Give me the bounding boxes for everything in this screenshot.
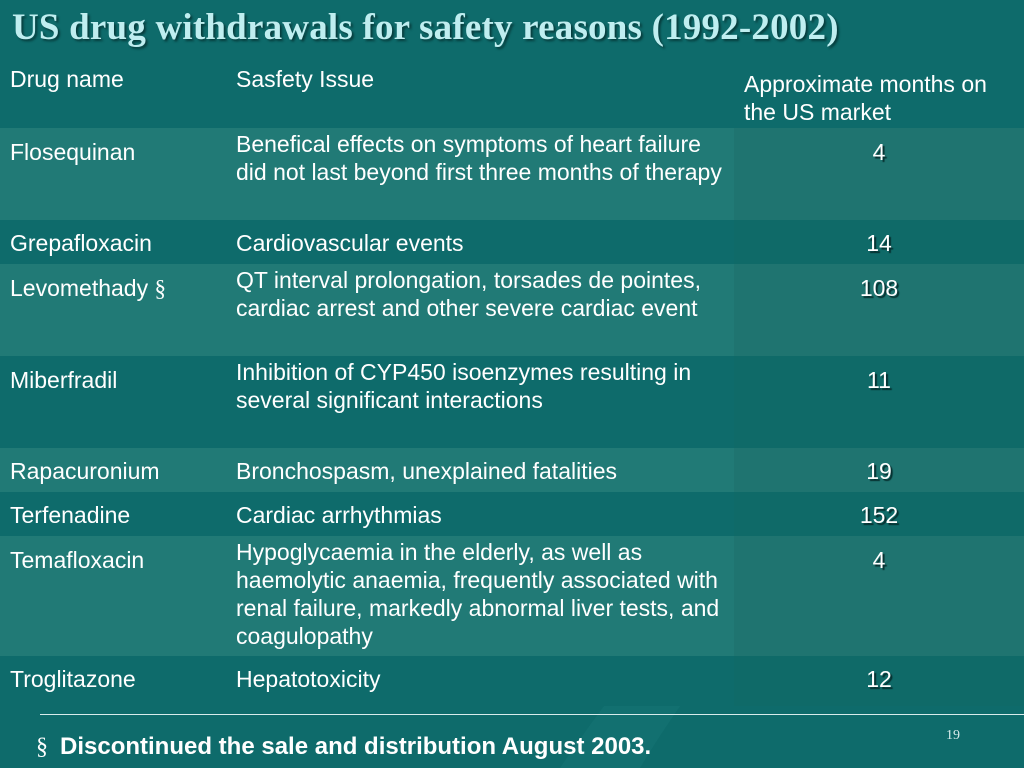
- drug-name: Terfenadine: [10, 502, 131, 528]
- safety-issue-cell: Hepatotoxicity: [226, 656, 734, 706]
- months-cell: 19: [734, 448, 1024, 492]
- drug-name: Flosequinan: [10, 139, 136, 165]
- table-header-row: Drug name Sasfety Issue Approximate mont…: [0, 58, 1024, 128]
- drug-name: Levomethady: [10, 275, 149, 301]
- drug-withdrawals-table: Drug name Sasfety Issue Approximate mont…: [0, 58, 1024, 706]
- table-row: Troglitazone Hepatotoxicity 12: [0, 656, 1024, 706]
- drug-name-cell: Grepafloxacin: [0, 220, 226, 264]
- drug-name-cell: Terfenadine: [0, 492, 226, 536]
- drug-name: Temafloxacin: [10, 547, 145, 573]
- table-row: Flosequinan Benefical effects on symptom…: [0, 128, 1024, 220]
- drug-name-cell: Temafloxacin: [0, 536, 226, 656]
- months-cell: 14: [734, 220, 1024, 264]
- drug-name: Miberfradil: [10, 367, 118, 393]
- months-cell: 152: [734, 492, 1024, 536]
- table-row: Rapacuronium Bronchospasm, unexplained f…: [0, 448, 1024, 492]
- drug-name-cell: Miberfradil: [0, 356, 226, 448]
- months-cell: 11: [734, 356, 1024, 448]
- table-row: Temafloxacin Hypoglycaemia in the elderl…: [0, 536, 1024, 656]
- footnote-symbol: §: [36, 734, 48, 760]
- safety-issue-cell: Bronchospasm, unexplained fatalities: [226, 448, 734, 492]
- safety-issue-cell: Cardiovascular events: [226, 220, 734, 264]
- months-cell: 4: [734, 128, 1024, 220]
- months-cell: 4: [734, 536, 1024, 656]
- slide-title: US drug withdrawals for safety reasons (…: [12, 7, 839, 48]
- table-row: Levomethady § QT interval prolongation, …: [0, 264, 1024, 356]
- drug-name: Troglitazone: [10, 666, 136, 692]
- safety-issue-cell: QT interval prolongation, torsades de po…: [226, 264, 734, 356]
- table-row: Grepafloxacin Cardiovascular events 14: [0, 220, 1024, 264]
- months-cell: 12: [734, 656, 1024, 706]
- footnote-text: Discontinued the sale and distribution A…: [60, 733, 652, 760]
- safety-issue-cell: Benefical effects on symptoms of heart f…: [226, 128, 734, 220]
- safety-issue-cell: Inhibition of CYP450 isoenzymes resultin…: [226, 356, 734, 448]
- drug-name-cell: Rapacuronium: [0, 448, 226, 492]
- months-cell: 108: [734, 264, 1024, 356]
- drug-name-cell: Levomethady §: [0, 264, 226, 356]
- drug-name-cell: Flosequinan: [0, 128, 226, 220]
- safety-issue-cell: Cardiac arrhythmias: [226, 492, 734, 536]
- footnote: § Discontinued the sale and distribution …: [36, 733, 651, 761]
- table-row: Terfenadine Cardiac arrhythmias 152: [0, 492, 1024, 536]
- table-row: Miberfradil Inhibition of CYP450 isoenzy…: [0, 356, 1024, 448]
- page-number: 19: [946, 728, 960, 743]
- section-mark: §: [154, 276, 166, 301]
- drug-name: Grepafloxacin: [10, 230, 152, 256]
- header-months-on-market: Approximate months on the US market: [734, 58, 1024, 128]
- footer-divider: [40, 714, 1024, 715]
- header-months-on-market-text: Approximate months on the US market: [744, 71, 987, 125]
- header-safety-issue: Sasfety Issue: [236, 66, 375, 92]
- drug-name-cell: Troglitazone: [0, 656, 226, 706]
- header-drug-name: Drug name: [10, 66, 124, 92]
- safety-issue-cell: Hypoglycaemia in the elderly, as well as…: [226, 536, 734, 656]
- drug-name: Rapacuronium: [10, 458, 160, 484]
